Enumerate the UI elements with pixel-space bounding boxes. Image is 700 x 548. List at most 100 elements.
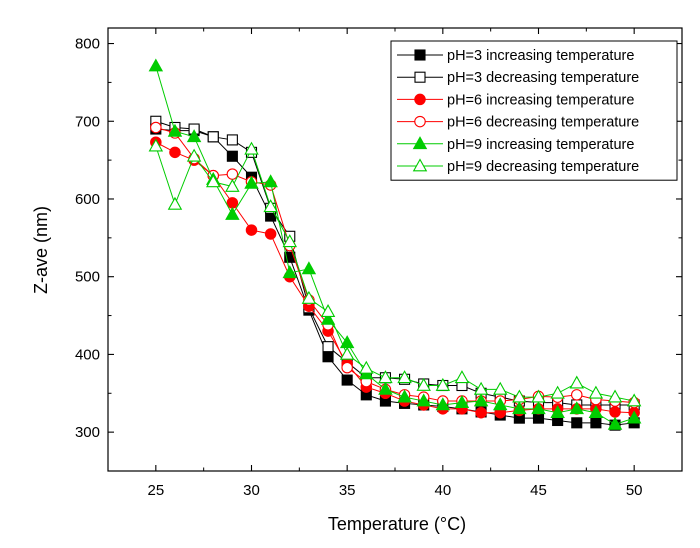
data-point bbox=[492, 397, 508, 411]
data-point bbox=[588, 385, 604, 399]
data-point bbox=[341, 374, 353, 386]
legend-label: pH=9 increasing temperature bbox=[447, 137, 634, 153]
x-tick-label: 30 bbox=[243, 482, 260, 499]
y-tick-label: 600 bbox=[75, 191, 100, 208]
data-point bbox=[475, 406, 487, 419]
x-tick-label: 35 bbox=[339, 482, 356, 499]
legend-marker bbox=[412, 158, 428, 172]
x-tick-label: 40 bbox=[434, 482, 451, 499]
data-point bbox=[322, 351, 334, 363]
data-point bbox=[473, 393, 489, 407]
data-point bbox=[186, 148, 202, 162]
data-point bbox=[454, 370, 470, 384]
data-point bbox=[588, 405, 604, 419]
data-point bbox=[148, 138, 164, 152]
data-point bbox=[378, 370, 393, 384]
data-point bbox=[492, 381, 508, 395]
data-point bbox=[150, 121, 162, 134]
data-point bbox=[416, 377, 431, 391]
data-point bbox=[531, 401, 546, 415]
legend-marker bbox=[414, 71, 426, 83]
data-point bbox=[532, 412, 545, 424]
data-point bbox=[263, 199, 278, 213]
y-tick-label: 300 bbox=[75, 424, 100, 441]
y-tick-label: 500 bbox=[75, 269, 100, 286]
x-tick-label: 45 bbox=[530, 482, 547, 499]
legend-marker bbox=[412, 136, 428, 150]
data-point bbox=[609, 406, 621, 418]
data-point bbox=[207, 131, 219, 143]
legend-label: pH=6 decreasing temperature bbox=[447, 115, 639, 131]
data-point bbox=[590, 417, 602, 429]
data-point bbox=[550, 385, 565, 399]
data-point bbox=[435, 377, 451, 391]
legend: pH=3 increasing temperature pH=3 decreasi… bbox=[390, 40, 678, 181]
data-point bbox=[244, 141, 259, 155]
legend-label: pH=9 decreasing temperature bbox=[447, 159, 639, 175]
data-point bbox=[226, 168, 239, 180]
legend-label: pH=3 decreasing temperature bbox=[447, 70, 639, 86]
data-point bbox=[167, 196, 183, 210]
data-point bbox=[263, 174, 278, 188]
legend-label: pH=6 increasing temperature bbox=[447, 92, 634, 108]
data-point bbox=[282, 265, 298, 279]
y-tick-label: 800 bbox=[75, 36, 100, 53]
data-point bbox=[320, 304, 336, 318]
legend-item: pH=6 increasing temperature bbox=[397, 92, 634, 108]
data-point bbox=[169, 146, 181, 159]
data-point bbox=[512, 401, 527, 415]
data-point bbox=[531, 389, 546, 403]
data-point bbox=[550, 405, 565, 419]
y-tick-label: 700 bbox=[75, 113, 100, 130]
x-tick-label: 25 bbox=[147, 482, 164, 499]
data-point bbox=[226, 197, 239, 209]
data-point bbox=[301, 261, 317, 275]
data-point bbox=[397, 370, 412, 384]
data-point bbox=[626, 393, 642, 407]
legend-box bbox=[390, 40, 678, 181]
data-point bbox=[245, 224, 258, 236]
data-point bbox=[339, 346, 355, 360]
legend-item: pH=3 decreasing temperature bbox=[397, 70, 639, 86]
y-axis-title: Z-ave (nm) bbox=[31, 206, 51, 294]
data-point bbox=[322, 341, 334, 353]
data-point bbox=[244, 175, 259, 189]
data-point bbox=[148, 58, 164, 72]
legend-marker bbox=[414, 115, 426, 128]
data-point bbox=[626, 410, 642, 424]
data-point bbox=[397, 389, 412, 403]
axis-layer: 25 30 35 40 45 50 300 400 500 600 700 800 bbox=[75, 28, 682, 499]
data-point bbox=[607, 389, 623, 403]
legend-marker bbox=[414, 93, 426, 106]
data-point bbox=[571, 417, 583, 429]
legend-item: pH=9 increasing temperature bbox=[397, 136, 634, 153]
data-point bbox=[225, 206, 240, 220]
data-point bbox=[416, 393, 431, 407]
legend-item: pH=3 increasing temperature bbox=[397, 48, 634, 64]
data-point bbox=[282, 234, 298, 248]
data-point bbox=[359, 360, 374, 374]
data-point bbox=[205, 174, 221, 188]
legend-marker bbox=[414, 49, 426, 61]
series-layer bbox=[148, 58, 642, 431]
data-point bbox=[226, 134, 238, 146]
legend-label: pH=3 increasing temperature bbox=[447, 48, 634, 64]
data-point bbox=[569, 401, 585, 415]
series-6 bbox=[148, 138, 642, 407]
data-point bbox=[225, 178, 240, 192]
data-point bbox=[512, 389, 527, 403]
data-point bbox=[341, 361, 353, 374]
x-tick-label: 50 bbox=[626, 482, 643, 499]
data-point bbox=[301, 290, 317, 304]
data-point bbox=[454, 394, 470, 408]
data-point bbox=[378, 381, 393, 395]
legend-item: pH=9 decreasing temperature bbox=[397, 158, 639, 175]
legend-item: pH=6 decreasing temperature bbox=[397, 115, 639, 131]
data-point bbox=[571, 389, 583, 401]
y-tick-label: 400 bbox=[75, 346, 100, 363]
data-point bbox=[167, 123, 183, 137]
data-point bbox=[226, 150, 238, 162]
x-axis-title: Temperature (°C) bbox=[328, 514, 466, 534]
data-point bbox=[186, 129, 202, 143]
